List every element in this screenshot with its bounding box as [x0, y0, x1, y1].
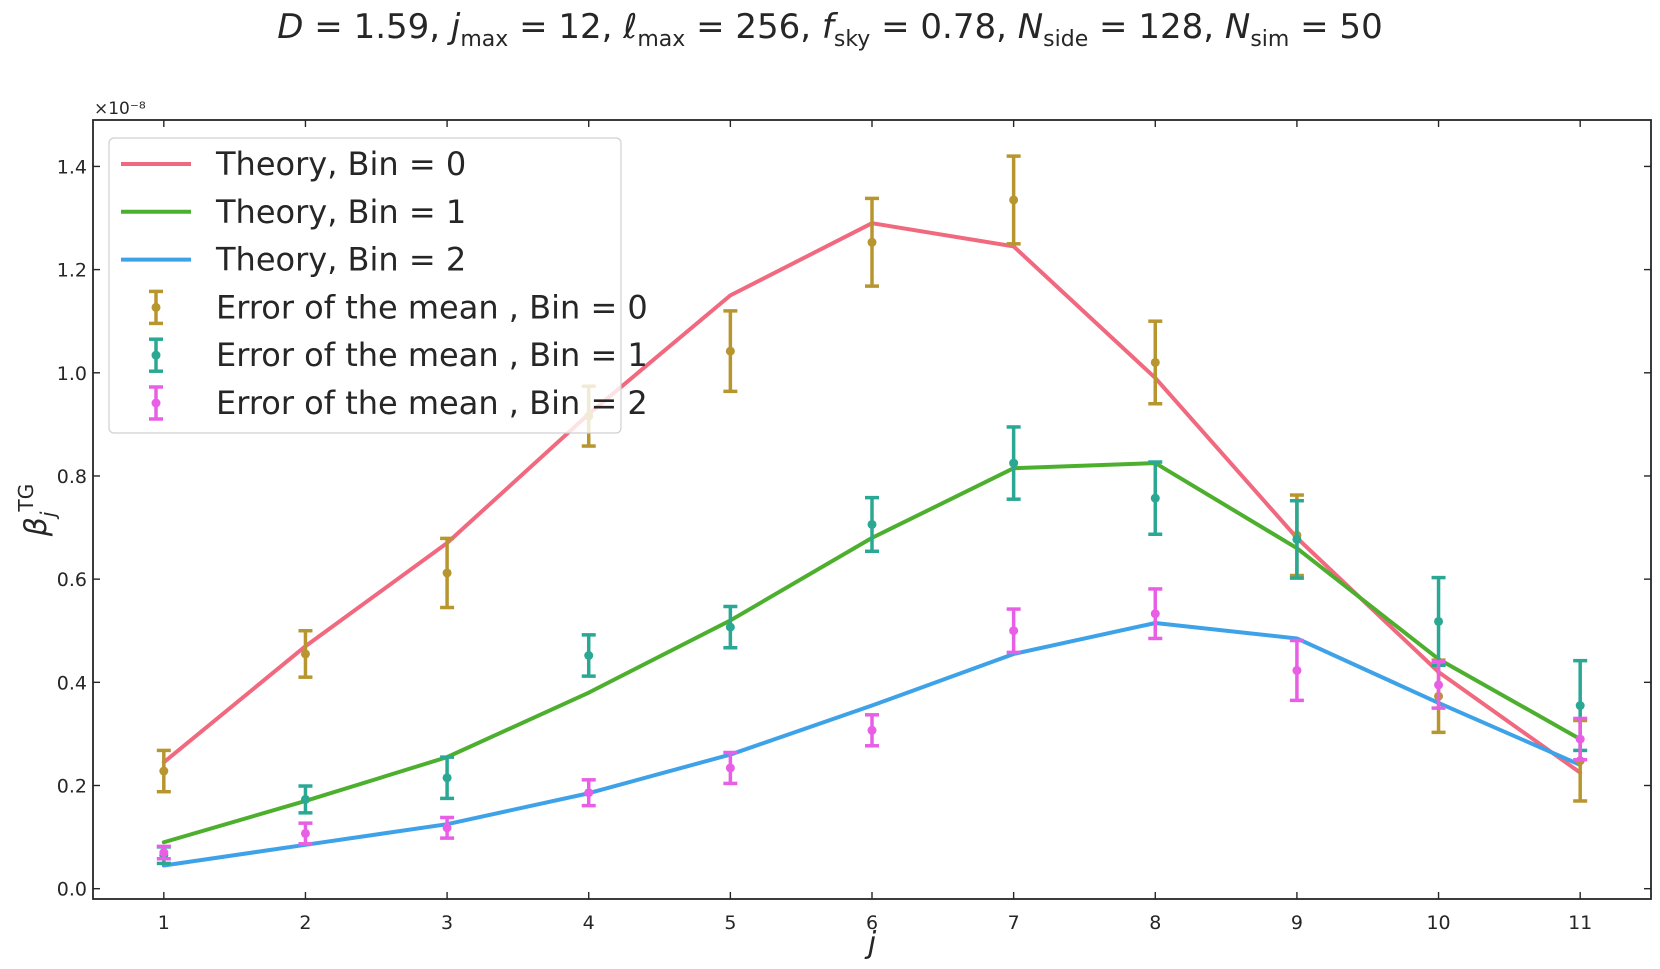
legend-item: Theory, Bin = 2 [121, 241, 466, 279]
legend: Theory, Bin = 0 Theory, Bin = 1 Theory, Bi… [108, 137, 648, 434]
y-tick-label: 0.2 [57, 776, 87, 798]
data-point [867, 519, 877, 529]
data-point [725, 763, 735, 773]
data-point [1150, 493, 1160, 503]
data-point [584, 650, 594, 660]
data-point [1009, 195, 1019, 205]
y-axis-label: βjTG [14, 484, 60, 537]
data-point [1575, 701, 1585, 711]
x-tick-label: 10 [1426, 912, 1450, 934]
data-point [442, 773, 452, 783]
legend-item: Theory, Bin = 0 [121, 145, 466, 183]
x-tick-label: 4 [583, 912, 595, 934]
x-tick-label: 2 [299, 912, 311, 934]
data-point [1292, 665, 1302, 675]
legend-marker [151, 398, 161, 408]
x-tick-label: 3 [441, 912, 453, 934]
legend-label: Error of the mean , Bin = 1 [216, 336, 648, 374]
legend-marker [151, 350, 161, 360]
x-tick-label: 1 [158, 912, 170, 934]
legend-item: Error of the mean , Bin = 0 [149, 288, 648, 326]
y-tick-label: 0.8 [57, 466, 87, 488]
plot-area [156, 154, 1588, 868]
data-point [1292, 534, 1302, 544]
y-tick-label: 0.4 [57, 672, 87, 694]
data-point [442, 823, 452, 833]
data-point [867, 237, 877, 247]
legend-label: Theory, Bin = 2 [215, 241, 466, 279]
errorbar-series-bin-2 [156, 587, 1588, 861]
data-point [1009, 626, 1019, 636]
x-axis: 1 2 3 4 5 6 7 8 9 10 11 [158, 120, 1592, 934]
y-tick-label: 1.2 [57, 260, 87, 282]
x-tick-label: 9 [1291, 912, 1303, 934]
legend-item: Error of the mean , Bin = 1 [149, 336, 648, 374]
legend-label: Theory, Bin = 0 [215, 145, 466, 183]
legend-label: Theory, Bin = 1 [215, 193, 466, 231]
x-tick-label: 6 [866, 912, 878, 934]
legend-label: Error of the mean , Bin = 0 [216, 288, 648, 326]
y-tick-label: 0.0 [57, 879, 87, 901]
data-point [725, 622, 735, 632]
data-point [1434, 680, 1444, 690]
data-point [300, 649, 310, 659]
data-point [1009, 458, 1019, 468]
chart-title: D = 1.59, jmax = 12, ℓmax = 256, fsky = … [277, 7, 1382, 52]
data-point [867, 725, 877, 735]
legend-item: Error of the mean , Bin = 2 [149, 384, 648, 422]
x-tick-label: 5 [724, 912, 736, 934]
data-point [442, 568, 452, 578]
data-point [1434, 616, 1444, 626]
data-point [300, 794, 310, 804]
y-tick-label: 1.4 [57, 156, 87, 178]
data-point [1575, 734, 1585, 744]
data-point [159, 766, 169, 776]
y-tick-label: 0.6 [57, 569, 87, 591]
data-point [300, 828, 310, 838]
legend-item: Theory, Bin = 1 [121, 193, 466, 231]
data-point [725, 346, 735, 356]
legend-marker [151, 302, 161, 312]
y-tick-label: 1.0 [57, 363, 87, 385]
y-multiplier: ×10⁻⁸ [94, 99, 146, 119]
errorbar-series-bin-1 [156, 425, 1588, 866]
x-tick-label: 11 [1568, 912, 1592, 934]
data-point [584, 788, 594, 798]
theory-line-bin-2 [161, 620, 1583, 868]
data-point [1150, 609, 1160, 619]
x-tick-label: 7 [1008, 912, 1020, 934]
data-point [1150, 357, 1160, 367]
data-point [159, 848, 169, 858]
y-axis: 0.0 0.2 0.4 0.6 0.8 1.0 1.2 1.4 [57, 156, 1651, 901]
x-tick-label: 8 [1149, 912, 1161, 934]
legend-box [108, 137, 622, 434]
x-axis-label: j [864, 926, 877, 961]
legend-label: Error of the mean , Bin = 2 [216, 384, 648, 422]
